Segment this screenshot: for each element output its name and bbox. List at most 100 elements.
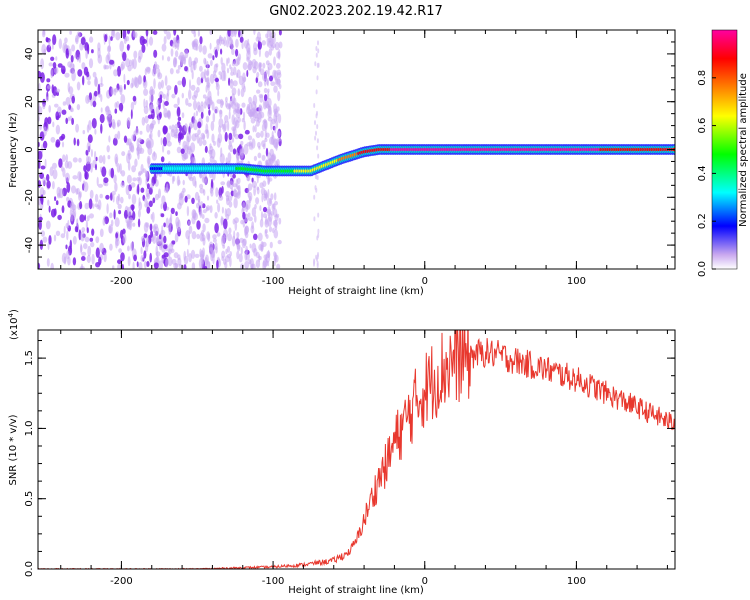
noise-speck <box>278 217 282 225</box>
noise-speck <box>205 205 211 211</box>
noise-speck <box>148 36 154 46</box>
noise-speck <box>40 230 46 237</box>
snr-plot-area <box>38 330 675 569</box>
noise-speck <box>153 78 156 89</box>
noise-speck <box>272 203 276 210</box>
x-tick-label: -200 <box>110 276 133 287</box>
noise-speck <box>125 58 131 68</box>
noise-speck <box>209 205 213 214</box>
noise-speck <box>146 206 151 214</box>
noise-speck <box>208 99 213 105</box>
noise-speck <box>183 264 187 269</box>
noise-speck <box>97 83 101 95</box>
noise-speck <box>107 114 113 125</box>
noise-speck <box>177 179 181 186</box>
colorbar: 0.0 0.2 0.4 0.6 0.8 Normalized spectral ampl… <box>697 29 749 277</box>
noise-speck <box>79 214 85 223</box>
noise-speck <box>255 197 260 205</box>
noise-speck <box>227 30 231 37</box>
noise-speck <box>131 134 135 141</box>
noise-speck <box>212 238 217 243</box>
noise-speck <box>131 193 137 205</box>
noise-speck <box>47 199 50 206</box>
noise-speck <box>218 71 222 76</box>
noise-speck <box>215 246 218 254</box>
noise-speck <box>177 64 181 70</box>
noise-speck <box>90 149 93 158</box>
noise-speck <box>80 243 83 254</box>
noise-speck <box>204 257 209 268</box>
noise-speck <box>113 209 116 220</box>
noise-speck <box>257 232 263 242</box>
noise-speck <box>55 56 58 61</box>
noise-speck <box>108 135 111 143</box>
noise-speck <box>133 50 138 59</box>
noise-speck <box>163 244 168 250</box>
noise-speck <box>57 214 62 221</box>
noise-speck <box>67 219 70 229</box>
noise-speck <box>48 205 51 213</box>
noise-speck <box>212 234 217 240</box>
noise-speck <box>137 209 141 218</box>
noise-speck <box>270 81 276 86</box>
noise-speck <box>52 181 55 190</box>
noise-speck <box>227 152 232 163</box>
noise-speck <box>166 132 171 143</box>
noise-speck <box>95 247 100 258</box>
noise-speck <box>145 99 148 108</box>
noise-speck <box>88 198 93 210</box>
noise-speck <box>126 44 130 51</box>
noise-speck <box>66 196 70 202</box>
noise-speck <box>228 77 231 87</box>
noise-speck <box>131 59 134 69</box>
noise-speck <box>220 100 225 106</box>
noise-speck <box>76 104 81 111</box>
noise-speck <box>315 46 318 51</box>
noise-speck <box>151 119 156 126</box>
noise-speck <box>275 213 280 218</box>
noise-speck <box>114 133 118 140</box>
noise-speck <box>61 109 67 115</box>
noise-speck <box>42 103 46 110</box>
noise-speck <box>50 136 56 143</box>
noise-speck <box>127 149 131 157</box>
noise-speck <box>89 189 94 199</box>
noise-speck <box>71 117 74 125</box>
noise-speck <box>317 228 320 234</box>
noise-speck <box>177 97 180 106</box>
noise-speck <box>120 252 125 262</box>
noise-speck <box>70 55 74 63</box>
noise-speck <box>106 45 112 53</box>
noise-speck <box>84 214 87 221</box>
noise-speck <box>66 230 69 241</box>
noise-speck <box>135 127 139 135</box>
noise-speck <box>250 263 254 269</box>
noise-speck <box>197 129 201 136</box>
noise-speck <box>226 67 230 74</box>
noise-speck <box>268 36 274 47</box>
noise-speck <box>221 250 226 259</box>
noise-speck <box>218 125 222 134</box>
noise-speck <box>210 120 215 132</box>
noise-speck <box>254 215 257 223</box>
noise-speck <box>223 36 227 47</box>
noise-speck <box>243 120 246 131</box>
x-tick-label: -200 <box>110 576 133 587</box>
noise-speck <box>206 68 210 77</box>
noise-speck <box>269 241 273 249</box>
noise-speck <box>163 222 166 228</box>
noise-speck <box>146 35 149 47</box>
noise-speck <box>160 213 165 218</box>
noise-speck <box>103 252 107 263</box>
noise-speck <box>313 259 316 265</box>
noise-speck <box>170 207 175 215</box>
noise-speck <box>210 178 214 189</box>
noise-speck <box>140 246 143 255</box>
noise-speck <box>113 88 119 93</box>
noise-speck <box>132 261 135 269</box>
noise-speck <box>316 145 319 151</box>
noise-speck <box>273 103 278 113</box>
x-tick-label: 100 <box>567 276 586 287</box>
noise-speck <box>225 96 228 103</box>
